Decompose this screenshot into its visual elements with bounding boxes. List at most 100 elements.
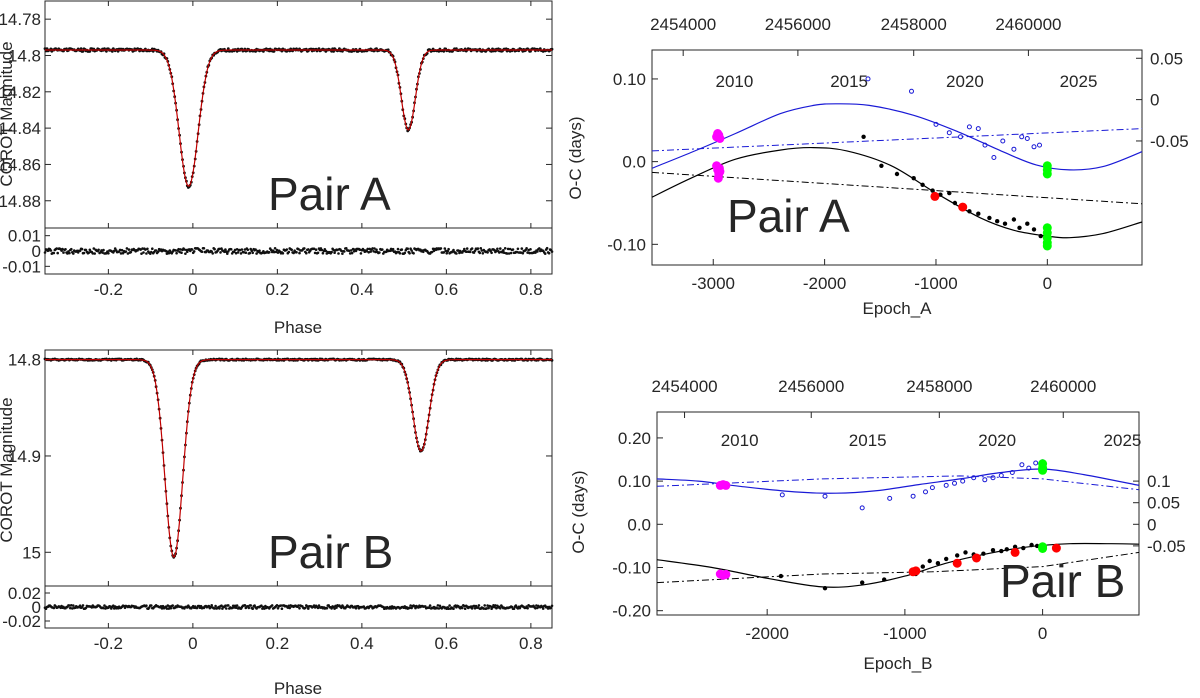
residual-point (239, 252, 243, 255)
residual-point (52, 251, 56, 255)
residual-point (408, 252, 411, 255)
oc-point-black_dots (963, 550, 968, 555)
x-tick-label: -2000 (803, 274, 846, 293)
residual-y-tick-label: 0.01 (8, 227, 41, 246)
oc-point-blue_open (958, 134, 963, 140)
residual-point (150, 604, 153, 607)
oc-point-blue_open (1024, 136, 1030, 141)
oc-point-black_dots (1004, 547, 1009, 552)
residual-point (70, 604, 73, 607)
plot-frame (656, 411, 1140, 616)
residual-point (140, 252, 143, 255)
right-y-tick-label: 0.05 (1150, 49, 1183, 68)
residual-point (320, 248, 324, 252)
residual-point (486, 251, 489, 254)
lc-point (332, 50, 335, 53)
oc-point-red (911, 566, 921, 576)
residual-point (200, 250, 204, 253)
residual-point (455, 252, 458, 255)
pair-label: Pair B (268, 526, 393, 578)
residual-point (66, 252, 69, 255)
x-tick-label: 0 (188, 634, 197, 653)
y-tick-label: 14.78 (0, 10, 41, 29)
residual-point (307, 248, 310, 251)
residual-point (324, 249, 328, 253)
year-label: 2025 (1060, 72, 1098, 91)
oc-point-black_dots (944, 556, 949, 562)
residual-point (391, 247, 395, 251)
residual-point (526, 606, 529, 610)
residual-point (502, 249, 505, 252)
residual-ticks: 0.020-0.02 (2, 584, 50, 631)
residual-point (509, 251, 513, 255)
x-tick-label: 0.2 (266, 634, 290, 653)
year-label: 2015 (830, 72, 868, 91)
oc-point-black_dots (976, 211, 981, 216)
residual-point (541, 607, 545, 610)
oc-point-magenta (713, 173, 723, 183)
residual-point (52, 606, 56, 610)
residual-point (234, 251, 238, 255)
blue-linear-trend (656, 475, 1140, 491)
residual-point (226, 252, 229, 255)
residual-point (161, 604, 165, 608)
residual-point (68, 251, 71, 255)
residual-point (447, 247, 450, 251)
oc-point-blue_open (909, 88, 914, 94)
residual-point (414, 606, 417, 610)
residual-point (233, 248, 237, 252)
residual-point (378, 251, 381, 254)
oc-point-blue_open (966, 124, 972, 130)
residual-point (292, 251, 295, 255)
residual-point (69, 606, 72, 610)
residual-point (150, 250, 153, 254)
residual-point (62, 251, 65, 254)
oc-point-black_dots (1021, 545, 1026, 551)
residual-point (534, 251, 537, 254)
residual-point (505, 252, 509, 255)
residual-point (506, 247, 510, 251)
black-linear-trend (656, 551, 1140, 584)
y-tick-label: 14.82 (0, 83, 41, 102)
residual-point (92, 247, 96, 250)
right-y-tick-label: 0 (1150, 91, 1159, 110)
residual-point (470, 607, 474, 610)
oc-point-black_dots (987, 215, 992, 221)
residual-point (127, 248, 131, 251)
residual-point (312, 247, 316, 251)
residual-point (280, 607, 284, 610)
oc-point-black_dots (1029, 542, 1034, 548)
residual-point (354, 249, 358, 253)
residual-point (487, 606, 490, 610)
residual-point (543, 252, 547, 255)
oc-point-blue_open (1000, 138, 1006, 144)
oc-point-blue_open (887, 495, 893, 501)
residual-point (167, 251, 171, 255)
residual-point (207, 604, 211, 608)
residual-point (536, 606, 539, 610)
oc-point-green (1038, 459, 1048, 469)
residual-point (93, 252, 96, 255)
top-axis-tick-label: 2458000 (881, 15, 947, 34)
residual-point (248, 251, 252, 255)
residual-point (97, 248, 100, 252)
residual-point (285, 248, 289, 251)
oc-point-blue_open (1011, 146, 1017, 152)
pair-label: Pair A (727, 190, 850, 242)
x-tick-label: 0.2 (266, 280, 290, 299)
residual-point (183, 248, 186, 251)
residual-point (230, 606, 234, 610)
residual-point (220, 604, 223, 607)
x-tick-label: -0.2 (94, 280, 123, 299)
residual-point (192, 250, 196, 253)
residual-point (349, 249, 353, 252)
residual-point (107, 252, 110, 255)
residual-point (403, 251, 407, 255)
residual-point (145, 604, 148, 607)
oc-point-blue_open (859, 505, 865, 511)
residual-point (247, 606, 251, 610)
residual-point (244, 251, 248, 254)
residual-point (179, 248, 182, 251)
residual-point (49, 249, 53, 252)
oc-point-red (972, 553, 981, 563)
